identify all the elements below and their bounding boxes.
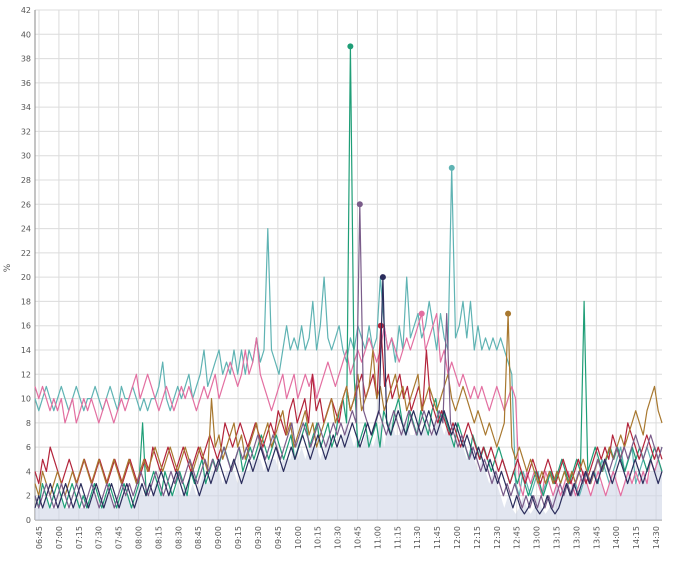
x-tick-label: 06:45: [35, 526, 44, 549]
x-tick-label: 10:15: [314, 526, 323, 549]
y-tick-label: 28: [21, 176, 31, 185]
y-tick-label: 10: [21, 395, 31, 404]
y-tick-label: 16: [21, 322, 31, 331]
y-tick-label: 26: [21, 200, 31, 209]
y-tick-label: 14: [21, 346, 31, 355]
y-tick-label: 0: [26, 516, 31, 525]
x-tick-label: 07:00: [55, 526, 64, 549]
y-tick-label: 42: [21, 6, 31, 15]
series-peak-marker-1: [448, 164, 455, 171]
x-tick-label: 11:15: [393, 526, 402, 549]
x-tick-label: 11:00: [373, 526, 382, 549]
x-tick-label: 08:00: [135, 526, 144, 549]
x-tick-label: 13:45: [592, 526, 601, 549]
x-tick-label: 09:45: [274, 526, 283, 549]
baseline-area-fill: [35, 410, 662, 520]
y-tick-label: 12: [21, 370, 31, 379]
x-tick-label: 12:45: [513, 526, 522, 549]
x-tick-labels: 06:45 07:00 07:15 07:30 07:45 08:00 08:15 08:30…: [35, 526, 661, 549]
series-line-2: [34, 313, 663, 497]
x-tick-label: 13:15: [553, 526, 562, 549]
x-tick-label: 11:45: [433, 526, 442, 549]
y-tick-label: 38: [21, 55, 31, 64]
x-tick-label: 10:00: [294, 526, 303, 549]
y-tick-label: 36: [21, 79, 31, 88]
baseline-area: [35, 410, 662, 520]
x-tick-label: 14:15: [632, 526, 641, 549]
x-tick-label: 09:00: [214, 526, 223, 549]
x-tick-label: 07:15: [75, 526, 84, 549]
x-tick-label: 10:45: [353, 526, 362, 549]
y-tick-label: 4: [26, 467, 31, 476]
x-tick-label: 13:30: [572, 526, 581, 549]
y-tick-label: 40: [21, 30, 31, 39]
y-tick-label: 32: [21, 127, 31, 136]
y-tick-label: 6: [26, 443, 31, 452]
x-tick-label: 08:45: [194, 526, 203, 549]
y-tick-label: 30: [21, 152, 31, 161]
x-tick-label: 08:15: [154, 526, 163, 549]
x-tick-label: 09:30: [254, 526, 263, 549]
series-peak-marker-6: [356, 201, 363, 208]
y-tick-label: 8: [26, 419, 31, 428]
series-peak-marker-7: [379, 274, 386, 281]
x-tick-label: 10:30: [334, 526, 343, 549]
x-tick-label: 12:30: [493, 526, 502, 549]
y-tick-label: 22: [21, 249, 31, 258]
x-tick-label: 12:15: [473, 526, 482, 549]
series-peak-marker-4: [377, 322, 384, 329]
y-tick-label: 34: [21, 103, 31, 112]
series-peak-marker-3: [347, 43, 354, 50]
x-tick-label: 07:30: [95, 526, 104, 549]
x-tick-label: 09:15: [234, 526, 243, 549]
series-peak-marker-5: [505, 310, 512, 317]
y-tick-label: 2: [26, 492, 31, 501]
y-tick-label: 24: [21, 225, 31, 234]
x-tick-label: 12:00: [453, 526, 462, 549]
series-line-7: [34, 276, 663, 515]
series-lines: [34, 43, 663, 515]
x-tick-label: 07:45: [115, 526, 124, 549]
y-tick-label: 18: [21, 297, 31, 306]
series-line-5: [34, 313, 663, 497]
y-tick-label: 20: [21, 273, 31, 282]
x-tick-label: 13:00: [533, 526, 542, 549]
series-line-6: [34, 203, 663, 509]
x-tick-label: 14:30: [652, 526, 661, 549]
x-tick-label: 08:30: [174, 526, 183, 549]
x-tick-label: 11:30: [413, 526, 422, 549]
series-peak-marker-2: [418, 310, 425, 317]
x-tick-label: 14:00: [612, 526, 621, 549]
y-axis-label: %: [3, 263, 13, 272]
